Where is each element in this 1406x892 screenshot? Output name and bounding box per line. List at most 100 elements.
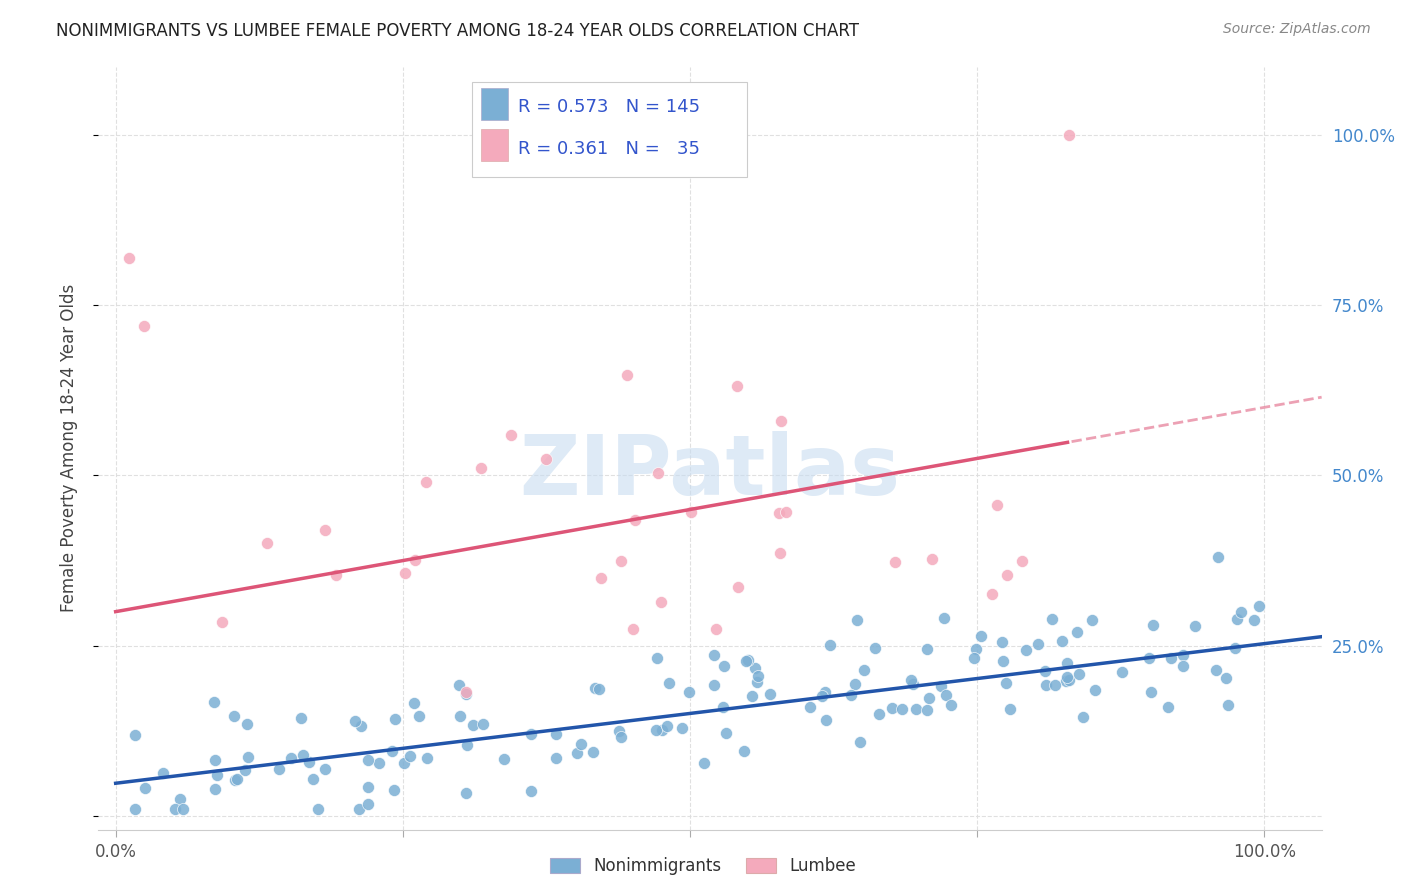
Point [1057,673,1080,688]
Point [314,523,336,537]
Point [565,747,588,761]
Point [233,764,256,778]
Point [368,756,391,771]
Point [454,685,477,699]
Point [519,727,541,741]
Point [915,641,938,656]
Point [536,452,558,467]
Point [904,702,927,716]
Point [939,698,962,712]
Point [678,684,700,698]
Point [1056,657,1078,671]
Point [1173,659,1195,673]
Point [172,802,194,816]
Point [900,673,922,687]
Point [965,642,987,657]
Point [645,650,668,665]
Point [880,700,903,714]
Point [325,568,347,582]
Point [222,708,245,723]
Point [290,711,312,725]
Point [935,688,957,702]
Point [645,723,668,737]
Point [1080,613,1102,627]
FancyBboxPatch shape [471,82,747,178]
Point [152,766,174,780]
Point [650,595,672,609]
Point [224,772,246,787]
Point [298,755,321,769]
Point [357,780,380,794]
Point [291,748,314,763]
Point [583,681,606,695]
Point [471,716,494,731]
Point [1139,684,1161,698]
Point [980,587,1002,601]
Point [236,716,259,731]
Point [204,753,226,767]
Point [381,744,404,758]
Point [991,634,1014,648]
FancyBboxPatch shape [481,128,508,161]
Point [693,756,716,771]
Point [1043,678,1066,692]
Point [901,677,924,691]
Point [1216,698,1239,712]
Point [1137,651,1160,665]
Point [415,475,437,489]
Point [1184,619,1206,633]
Point [1056,670,1078,684]
Point [1142,618,1164,632]
Point [267,762,290,776]
Point [118,251,141,265]
Point [725,379,748,393]
Point [1215,671,1237,685]
Point [681,505,703,519]
Point [658,676,681,690]
Y-axis label: Female Poverty Among 18-24 Year Olds: Female Poverty Among 18-24 Year Olds [59,285,77,612]
Point [818,639,841,653]
Point [995,567,1018,582]
Point [671,722,693,736]
Text: R = 0.361   N =   35: R = 0.361 N = 35 [517,139,700,158]
Point [616,368,638,383]
Point [591,571,613,585]
Point [124,728,146,742]
Point [655,719,678,733]
Point [1205,664,1227,678]
Point [768,506,790,520]
Point [810,689,832,703]
Point [970,629,993,643]
Point [314,762,336,776]
Legend: Nonimmigrants, Lumbee: Nonimmigrants, Lumbee [541,849,865,884]
Point [747,669,769,683]
Point [714,726,737,740]
Point [624,513,647,527]
Point [1040,612,1063,626]
Point [1069,667,1091,681]
Point [703,678,725,692]
Point [733,744,755,758]
Point [238,750,260,764]
Point [211,615,233,630]
Point [759,687,782,701]
Point [124,802,146,816]
Point [994,675,1017,690]
Point [1011,554,1033,568]
Point [588,682,610,697]
Point [799,700,821,714]
Point [713,700,735,714]
Point [546,726,568,740]
Text: Source: ZipAtlas.com: Source: ZipAtlas.com [1223,22,1371,37]
Point [918,690,941,705]
Point [727,580,749,594]
Point [404,552,426,566]
Point [769,414,792,428]
Point [769,546,792,560]
Point [546,751,568,765]
Point [1111,665,1133,679]
Point [744,660,766,674]
Point [256,536,278,550]
Point [1015,643,1038,657]
Point [704,622,727,636]
